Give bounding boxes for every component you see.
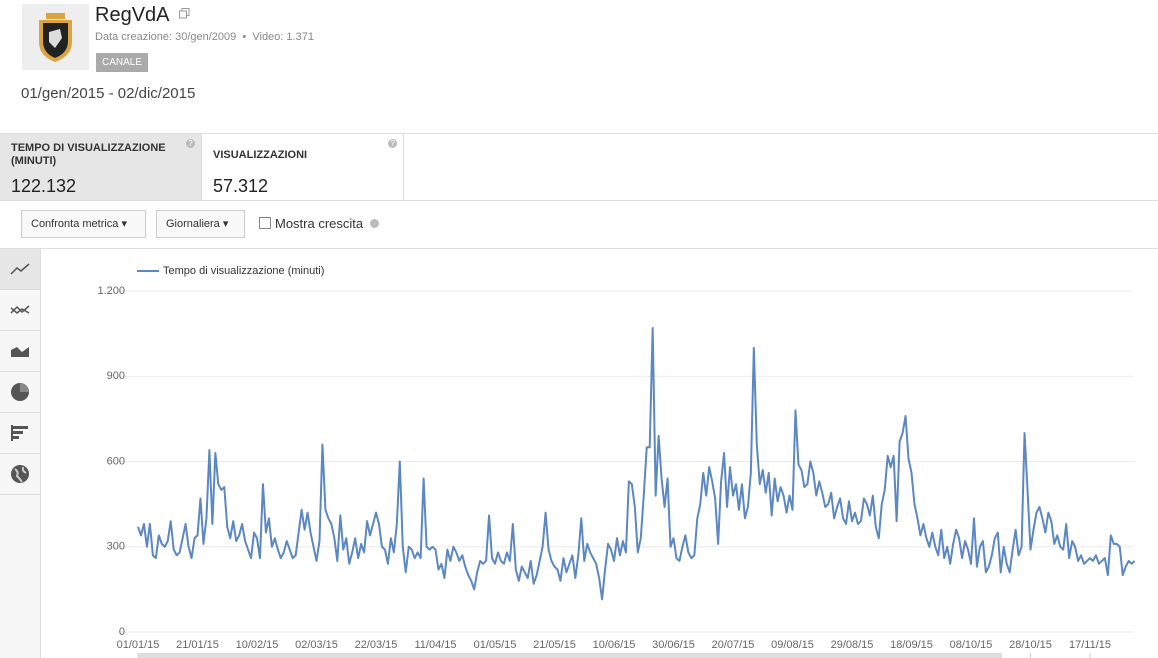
growth-label: Mostra crescita (275, 216, 364, 231)
legend-label: Tempo di visualizzazione (minuti) (163, 265, 324, 277)
area-chart-button[interactable] (0, 331, 40, 372)
channel-meta: Data creazione: 30/gen/2009 • Video: 1.3… (95, 31, 314, 43)
channel-name[interactable]: RegVdA (95, 4, 170, 26)
channel-button[interactable]: CANALE (96, 53, 149, 72)
y-tick-label: 0 (119, 626, 125, 638)
map-button[interactable] (0, 454, 40, 495)
y-tick-label: 1.200 (97, 285, 125, 297)
metric-label: VISUALIZZAZIONI (213, 149, 308, 161)
help-icon[interactable]: ? (388, 139, 397, 148)
x-tick-label: 21/01/15 (176, 639, 219, 651)
x-tick-label: 01/05/15 (474, 639, 517, 651)
multi-line-button[interactable] (0, 290, 40, 331)
x-tick-label: 29/08/15 (831, 639, 874, 651)
created: Data creazione: 30/gen/2009 (95, 31, 237, 43)
x-tick-label: 30/06/15 (652, 639, 695, 651)
chart: 0 300 600 900 1.200 01/01/15 21/01/15 10/02/15 0… (97, 265, 1136, 658)
line-chart-button[interactable] (0, 249, 40, 290)
metric-value: 122.132 (11, 176, 77, 196)
y-tick-label: 600 (107, 455, 125, 467)
compare-dropdown[interactable]: Confronta metrica ▾ (21, 210, 146, 238)
metric-label: TEMPO DI VISUALIZZAZIONE (MINUTI) (11, 142, 166, 167)
metric-tabs: TEMPO DI VISUALIZZAZIONE (MINUTI) 122.132… (0, 133, 1158, 201)
x-tick-label: 02/03/15 (295, 639, 338, 651)
x-tick-label: 21/05/15 (533, 639, 576, 651)
y-tick-label: 300 (107, 541, 125, 553)
x-tick-label: 11/04/15 (414, 639, 456, 651)
pie-chart-button[interactable] (0, 372, 40, 413)
external-icon[interactable] (179, 8, 190, 19)
channel-logo (22, 4, 89, 70)
period-label: Giornaliera (166, 218, 220, 230)
videos: Video: 1.371 (252, 31, 314, 43)
x-tick-label: 18/09/15 (890, 639, 933, 651)
x-tick-label: 22/03/15 (355, 639, 398, 651)
y-tick-label: 900 (107, 370, 125, 382)
metric-value: 57.312 (213, 176, 269, 196)
chart-type-sidebar (0, 249, 41, 658)
metric-tab[interactable]: TEMPO DI VISUALIZZAZIONE (MINUTI) 122.132… (0, 134, 202, 200)
x-tick-label: 09/08/15 (771, 639, 814, 651)
period-dropdown[interactable]: Giornaliera ▾ (156, 210, 245, 238)
x-tick-label: 20/07/15 (712, 639, 755, 651)
bar-chart-button[interactable] (0, 413, 40, 454)
x-tick-label: 28/10/15 (1009, 639, 1052, 651)
x-tick-label: 01/01/15 (117, 639, 160, 651)
compare-label: Confronta metrica (31, 218, 119, 230)
x-tick-label: 10/06/15 (593, 639, 636, 651)
date-range: 01/gen/2015 - 02/dic/2015 (21, 85, 196, 102)
help-icon[interactable]: ? (186, 139, 195, 148)
metric-tab[interactable]: VISUALIZZAZIONI 57.312? (202, 134, 404, 200)
divider (0, 248, 1158, 249)
x-tick-label: 10/02/15 (236, 639, 279, 651)
scrollbar (138, 653, 1002, 658)
x-tick-label: 17/11/15 (1069, 639, 1111, 651)
help-icon[interactable] (370, 219, 379, 228)
data-line (137, 326, 1136, 601)
growth-checkbox[interactable] (259, 217, 271, 229)
x-tick-label: 08/10/15 (950, 639, 993, 651)
